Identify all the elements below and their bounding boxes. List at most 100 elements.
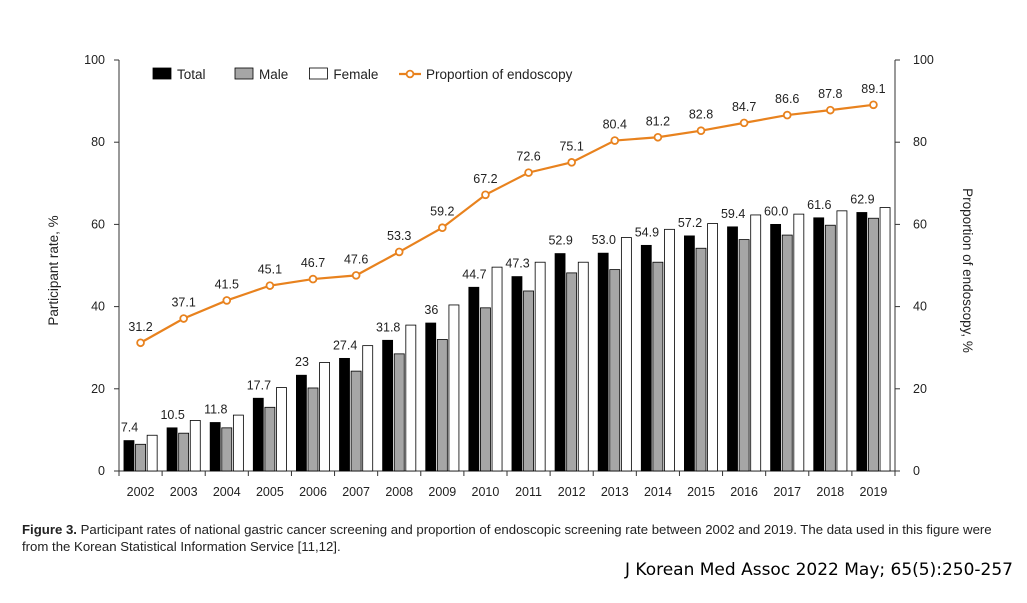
male-bar [824, 224, 836, 472]
male-bar [135, 443, 146, 472]
male-bar [738, 239, 750, 472]
total-bar [770, 223, 782, 472]
endoscopy-point [308, 274, 318, 284]
male-bar [393, 353, 405, 472]
x-tick-label: 2009 [428, 485, 456, 499]
y2-axis-title: Proportion of endoscopy, % [960, 188, 975, 353]
endoscopy-value-label: 87.8 [818, 87, 842, 101]
female-bar [620, 237, 632, 472]
male-bar [566, 272, 578, 472]
y2-tick-label: 20 [913, 382, 927, 396]
total-value-label: 11.8 [204, 403, 227, 417]
endoscopy-point [869, 100, 878, 110]
total-bar [597, 252, 609, 472]
journal-citation: J Korean Med Assoc 2022 May; 65(5):250-2… [624, 560, 1013, 580]
total-value-label: 23 [295, 355, 309, 369]
endoscopy-point [265, 281, 275, 290]
total-bar [727, 226, 738, 472]
y-axis-title: Participant rate, % [46, 215, 61, 325]
legend-label-total: Total [177, 67, 206, 82]
x-tick-label: 2005 [256, 485, 284, 499]
female-bar [146, 434, 158, 472]
total-value-label: 52.9 [548, 234, 572, 248]
endoscopy-line [136, 100, 878, 348]
total-bar [511, 276, 523, 472]
endoscopy-value-label: 46.7 [301, 256, 325, 270]
x-tick-label: 2012 [558, 485, 586, 499]
figure-caption: Figure 3. Participant rates of national … [22, 521, 1007, 555]
endoscopy-value-label: 41.5 [215, 277, 239, 291]
chart: 0 20 40 60 80 100 0 20 40 60 80 100 2002 2003 2004 2005… [46, 53, 975, 499]
total-value-label: 10.5 [160, 408, 184, 422]
total-bar [640, 244, 652, 472]
total-value-label: 27.4 [333, 338, 357, 352]
female-bar [534, 261, 546, 472]
endoscopy-point [696, 126, 706, 135]
total-value-label: 62.9 [850, 192, 874, 206]
male-bar [436, 339, 448, 472]
endoscopy-point [653, 132, 663, 142]
total-bar [295, 374, 307, 472]
legend-swatch-female [308, 67, 328, 80]
x-tick-label: 2017 [773, 485, 801, 499]
y-tick-label: 0 [98, 464, 105, 478]
male-bar [480, 307, 491, 472]
caption-text: Participant rates of national gastric ca… [22, 522, 992, 554]
total-value-label: 7.4 [121, 421, 138, 435]
legend: Total Male Female Proportion of endoscopy [152, 67, 573, 82]
y2-tick-label: 40 [913, 300, 927, 314]
x-tick-label: 2010 [472, 485, 500, 499]
y2-tick-label: 80 [913, 135, 927, 149]
endoscopy-point [610, 136, 620, 145]
caption-label: Figure 3. [22, 522, 77, 537]
endoscopy-value-label: 84.7 [732, 100, 756, 114]
male-bar [609, 269, 621, 472]
total-value-label: 44.7 [462, 267, 486, 281]
female-bar [793, 213, 805, 472]
endoscopy-value-label: 37.1 [171, 296, 195, 310]
female-bar [750, 214, 762, 472]
x-tick-label: 2006 [299, 485, 327, 499]
endoscopy-value-label: 31.2 [128, 320, 152, 334]
total-value-label: 57.2 [678, 216, 702, 230]
total-bar [813, 217, 825, 472]
female-bar [362, 345, 374, 472]
male-bar [652, 261, 664, 472]
total-value-label: 60.0 [764, 204, 788, 218]
female-bar [836, 210, 848, 472]
endoscopy-value-label: 86.6 [775, 92, 799, 106]
male-bar [350, 370, 362, 472]
female-bar [448, 304, 460, 472]
x-tick-label: 2014 [644, 485, 672, 499]
axes: 0 20 40 60 80 100 0 20 40 60 80 100 2002 2003 2004 2005… [46, 53, 975, 499]
x-tick-label: 2002 [127, 485, 155, 499]
total-value-label: 36 [424, 303, 438, 317]
female-bar [276, 387, 287, 472]
data-labels: 7.4 10.5 11.8 17.7 23 27.4 31.8 36 44.7 47.3 52.9 5… [121, 82, 886, 435]
total-bar [684, 235, 695, 472]
total-bar [554, 253, 566, 472]
endoscopy-value-label: 67.2 [473, 172, 497, 186]
endoscopy-value-label: 89.1 [861, 82, 885, 96]
endoscopy-point [136, 338, 145, 348]
endoscopy-value-label: 53.3 [387, 229, 411, 243]
endoscopy-value-label: 81.2 [646, 114, 670, 128]
male-bar [695, 247, 707, 472]
x-tick-label: 2004 [213, 485, 241, 499]
male-bar [781, 234, 793, 472]
endoscopy-point [826, 105, 835, 115]
female-bar [189, 420, 201, 472]
endoscopy-value-label: 59.2 [430, 205, 454, 219]
total-bar [425, 322, 437, 472]
legend-label-male: Male [259, 67, 288, 82]
x-tick-label: 2007 [342, 485, 370, 499]
male-bar [868, 217, 879, 472]
bars [123, 207, 891, 472]
x-tick-label: 2003 [170, 485, 198, 499]
endoscopy-line-path [140, 103, 874, 344]
total-bar [123, 440, 135, 472]
male-bar [221, 427, 233, 472]
male-bar [307, 387, 319, 472]
endoscopy-value-label: 75.1 [559, 139, 583, 153]
endoscopy-value-label: 47.6 [344, 252, 368, 266]
